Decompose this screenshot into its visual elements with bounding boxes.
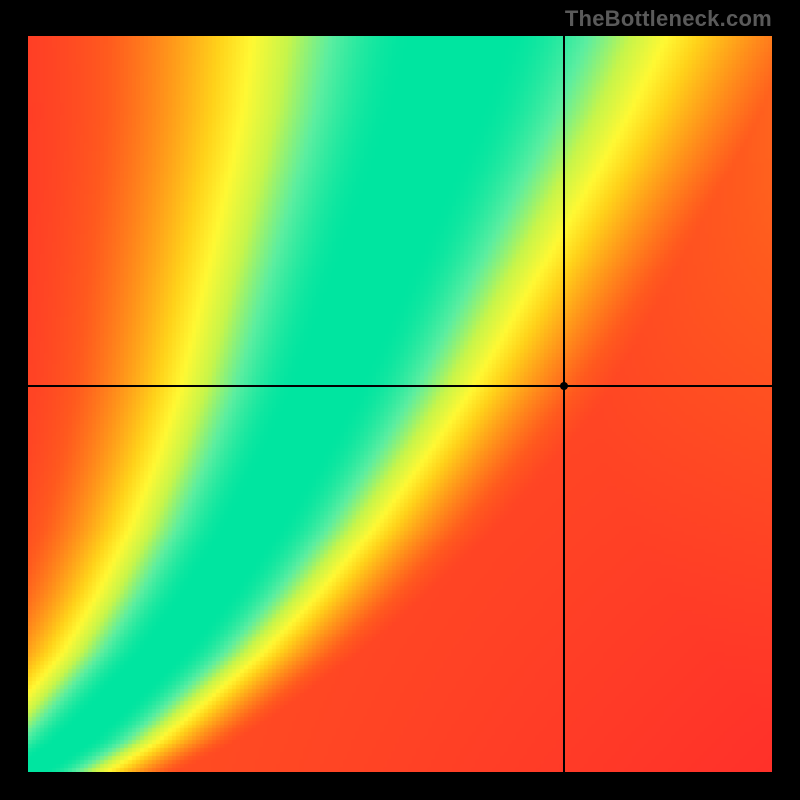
watermark-text: TheBottleneck.com — [565, 6, 772, 32]
crosshair-vertical — [563, 36, 565, 772]
chart-container: TheBottleneck.com — [0, 0, 800, 800]
crosshair-marker — [560, 382, 568, 390]
plot-area — [28, 36, 772, 772]
crosshair-horizontal — [28, 385, 772, 387]
heatmap-canvas — [28, 36, 772, 772]
